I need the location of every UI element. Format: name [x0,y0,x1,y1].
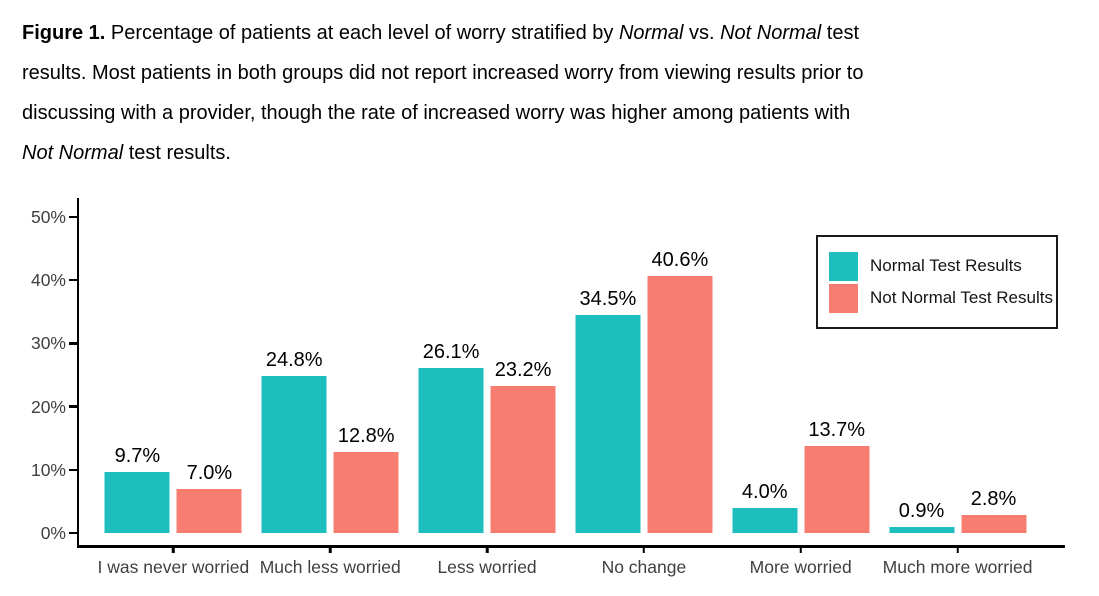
bar-not-normal-test-results: 23.2% [490,359,556,533]
bar-group-much-less-worried: 24.8% 12.8% Much less worried [252,193,409,577]
bar-pair: 26.1% 23.2% [418,341,556,533]
legend-label-normal: Normal Test Results [870,256,1022,275]
y-tick-label: 30% [30,333,66,354]
caption-line: Figure 1. Percentage of patients at each… [22,13,1088,53]
bar-not-normal-test-results: 12.8% [333,425,399,533]
x-tick-label: No change [601,557,687,577]
x-tick-label: Much less worried [259,557,401,577]
caption-figure-number: Figure 1. [22,22,106,44]
bar-value-label: 4.0% [741,480,788,503]
plot-area: 9.7% 7.0% I was never worried 24.8% 12.8% Muc… [95,193,1036,577]
x-axis-line [76,545,1065,548]
caption-text: test results. [123,142,231,164]
legend-swatch-normal [829,251,858,281]
y-axis-line [76,198,79,548]
x-tick-label: Less worried [437,557,537,577]
bar-group-more-worried: 4.0% 13.7% More worried [722,193,879,577]
bar-pair: 0.9% 2.8% [889,488,1027,533]
caption-line: Not Normal test results. [22,133,1088,173]
bar-normal-test-results: 34.5% [575,288,641,533]
x-tick-mark [485,545,489,553]
caption-italic-term: Normal [618,22,684,44]
y-tick-mark [68,531,77,535]
y-tick-label: 0% [40,523,66,543]
caption-text: discussing with a provider, though the r… [22,102,851,124]
legend-swatch-not-normal [829,283,858,313]
bar-value-label: 24.8% [265,349,323,372]
bar-value-label: 9.7% [114,444,161,467]
bar-normal-test-results: 4.0% [732,481,798,533]
caption-line: discussing with a provider, though the r… [22,93,1088,133]
x-tick-label: Much more worried [882,557,1033,577]
y-tick-mark [68,342,77,345]
y-tick-label: 40% [30,270,66,291]
bar-value-label: 26.1% [422,341,480,364]
bar-group-less-worried: 26.1% 23.2% Less worried [409,193,566,577]
legend-entry-not-normal: Not Normal Test Results [829,283,1056,313]
x-tick-mark [172,545,175,553]
x-tick-label: I was never worried [97,557,250,577]
x-tick-label: More worried [749,557,852,577]
x-tick-mark [956,545,959,553]
bar-not-normal-test-results: 7.0% [176,462,242,533]
caption-text: vs. [683,22,721,44]
bar-pair: 24.8% 12.8% [261,349,399,533]
bar-group-no-change: 34.5% 40.6% No change [565,193,722,577]
bar-pair: 4.0% 13.7% [732,419,870,533]
bar-normal-test-results: 24.8% [261,349,327,533]
x-tick-mark [642,545,646,553]
figure-caption: Figure 1. Percentage of patients at each… [22,13,1088,173]
bar-normal-test-results: 26.1% [418,341,484,533]
caption-text: results. Most patients in both groups di… [22,62,864,84]
y-tick-mark [68,468,77,472]
bar-normal-test-results: 9.7% [104,445,170,533]
bar-value-label: 13.7% [808,419,866,442]
bar-pair: 9.7% 7.0% [104,445,242,533]
legend: Normal Test Results Not Normal Test Resu… [816,235,1058,329]
y-tick-label: 50% [30,207,66,227]
caption-text: test [821,22,860,44]
y-tick-mark [68,278,77,282]
bar-pair: 34.5% 40.6% [575,249,713,533]
x-tick-mark [328,545,332,553]
bar-normal-test-results: 0.9% [889,500,955,533]
bar-not-normal-test-results: 13.7% [804,419,870,533]
y-tick-label: 10% [30,459,66,480]
legend-label-not-normal: Not Normal Test Results [870,288,1053,307]
bar-value-label: 2.8% [970,488,1017,511]
bar-value-label: 7.0% [186,461,233,484]
caption-italic-term: Not Normal [720,22,822,44]
y-tick-mark [68,215,77,219]
bar-value-label: 34.5% [579,287,637,310]
bar-value-label: 0.9% [898,500,945,523]
caption-line: results. Most patients in both groups di… [22,53,1088,93]
bar-not-normal-test-results: 40.6% [647,249,713,533]
y-tick-label: 20% [30,396,66,417]
bar-not-normal-test-results: 2.8% [961,488,1027,533]
legend-entry-normal: Normal Test Results [829,251,1056,281]
caption-text: Percentage of patients at each level of … [105,22,619,44]
caption-italic-term: Not Normal [22,142,124,164]
bar-value-label: 12.8% [337,425,395,448]
x-tick-mark [799,545,802,553]
y-tick-mark [68,405,77,408]
bar-value-label: 23.2% [494,359,552,382]
bar-group-much-more-worried: 0.9% 2.8% Much more worried [879,193,1036,577]
bar-value-label: 40.6% [651,249,709,272]
bar-group-i-was-never-worried: 9.7% 7.0% I was never worried [95,193,252,577]
